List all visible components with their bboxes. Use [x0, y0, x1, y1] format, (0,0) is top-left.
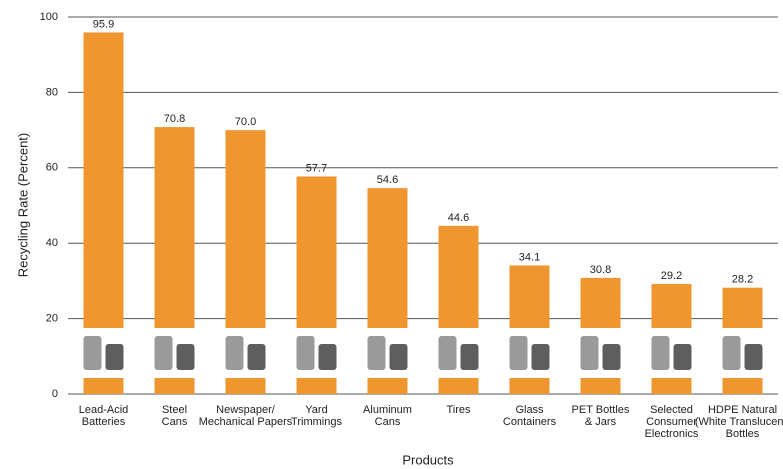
page: Recycling Rate (Percent) Products 0 20 40 6…	[0, 0, 783, 469]
x-tick-label-line: (White Translucent)	[695, 416, 783, 428]
x-tick-label-line: Aluminum	[363, 404, 412, 416]
product-image-shape	[390, 344, 408, 370]
x-tick-label-line: PET Bottles	[572, 404, 630, 416]
y-tick-label: 100	[40, 11, 58, 23]
x-tick-label-line: Cans	[162, 416, 188, 428]
product-image-shape	[603, 344, 621, 370]
value-label: 29.2	[661, 270, 682, 282]
x-tick-label-line: Consumer	[646, 416, 697, 428]
y-tick-label: 40	[46, 237, 58, 249]
x-tick-label-line: Cans	[375, 416, 401, 428]
value-label: 95.9	[93, 18, 114, 30]
product-image-shape	[439, 336, 457, 370]
x-tick-label-line: Bottles	[726, 428, 760, 440]
product-image-shape	[745, 344, 763, 370]
x-tick-label-line: HDPE Natural	[708, 404, 777, 416]
product-image-shape	[226, 336, 244, 370]
y-tick-label: 20	[46, 313, 58, 325]
x-tick-label-line: Trimmings	[291, 416, 342, 428]
value-label: 28.2	[732, 274, 753, 286]
product-image-shape	[297, 336, 315, 370]
y-axis-label: Recycling Rate (Percent)	[15, 133, 30, 278]
value-label: 57.7	[306, 162, 327, 174]
y-tick-label: 0	[52, 388, 58, 400]
value-label: 44.6	[448, 212, 469, 224]
product-image-shape	[723, 336, 741, 370]
x-tick-label: Tires	[446, 404, 471, 416]
product-image-shape	[674, 344, 692, 370]
x-tick-label-line: & Jars	[585, 416, 617, 428]
x-tick-label-line: Glass	[515, 404, 544, 416]
x-tick-label: Newspaper/Mechanical Papers	[199, 404, 293, 428]
x-tick-label-line: Batteries	[82, 416, 126, 428]
x-tick-label: PET Bottles& Jars	[572, 404, 630, 428]
x-tick-label-line: Selected	[650, 404, 693, 416]
x-tick-label-line: Yard	[305, 404, 327, 416]
product-image-shape	[319, 344, 337, 370]
x-tick-label-line: Newspaper/	[216, 404, 276, 416]
product-image-shape	[461, 344, 479, 370]
product-image-shape	[510, 336, 528, 370]
x-tick-label-line: Steel	[162, 404, 187, 416]
product-image-shape	[368, 336, 386, 370]
product-image-shape	[177, 344, 195, 370]
x-tick-label: HDPE Natural(White Translucent)Bottles	[695, 404, 783, 440]
value-label: 30.8	[590, 264, 611, 276]
value-label: 70.8	[164, 113, 185, 125]
x-tick-label-line: Electronics	[645, 428, 699, 440]
product-image-shape	[106, 344, 124, 370]
value-label: 54.6	[377, 174, 398, 186]
value-label: 34.1	[519, 251, 540, 263]
product-image-shape	[84, 336, 102, 370]
x-tick-label-line: Lead-Acid	[79, 404, 129, 416]
product-image-shape	[248, 344, 266, 370]
product-image-shape	[652, 336, 670, 370]
product-image-shape	[155, 336, 173, 370]
product-image-shape	[532, 344, 550, 370]
value-label: 70.0	[235, 116, 256, 128]
x-tick-label-line: Tires	[446, 404, 471, 416]
y-tick-label: 60	[46, 162, 58, 174]
y-tick-label: 80	[46, 86, 58, 98]
x-tick-label-line: Containers	[503, 416, 557, 428]
x-tick-label-line: Mechanical Papers	[199, 416, 293, 428]
chart: Recycling Rate (Percent) Products 0 20 40 6…	[0, 0, 783, 469]
x-axis-label: Products	[402, 452, 454, 467]
product-image-shape	[581, 336, 599, 370]
